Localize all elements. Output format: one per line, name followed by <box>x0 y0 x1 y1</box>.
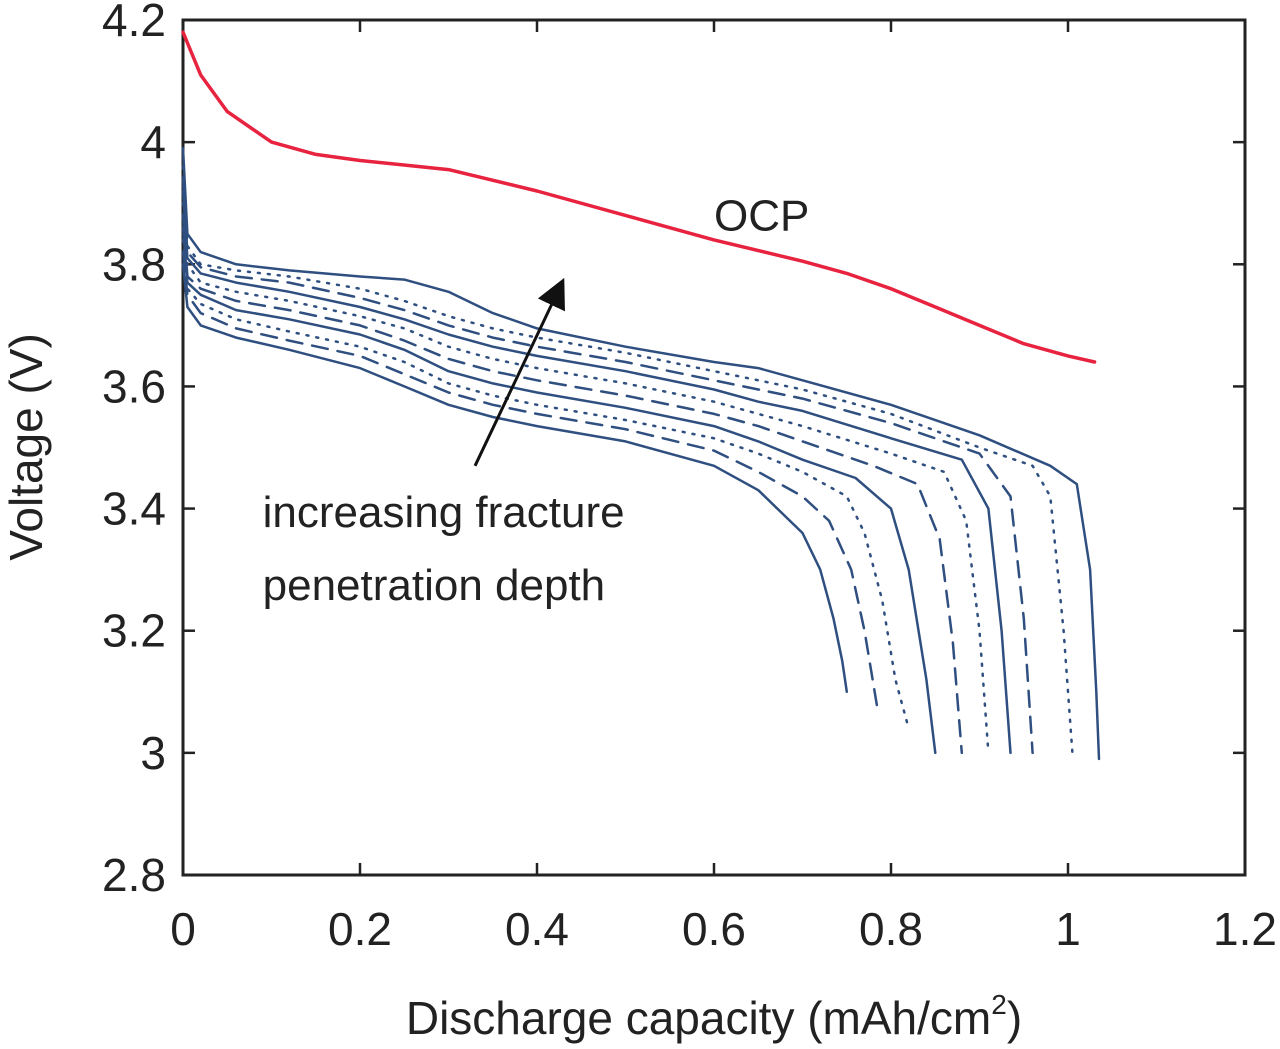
x-tick-labels: 0 0.2 0.4 0.6 0.8 1 1.2 <box>170 903 1277 955</box>
y-axis-label: Voltage (V) <box>0 333 52 561</box>
annotation-arrow <box>473 277 565 467</box>
series-line-discharge-1 <box>181 263 849 694</box>
axis-ticks <box>181 18 1247 877</box>
y-tick-label: 3.4 <box>102 483 166 535</box>
series-layer <box>181 30 1101 761</box>
series-line-discharge-4 <box>181 226 937 755</box>
series-line-discharge-6 <box>181 201 990 755</box>
y-tick-label: 3 <box>140 727 166 779</box>
annotation-text-0: OCP <box>714 192 809 241</box>
series-line-discharge-7 <box>181 189 1012 755</box>
y-tick-label: 4 <box>140 116 166 168</box>
series-line-discharge-3 <box>181 238 910 730</box>
x-tick-label: 1.2 <box>1213 903 1277 955</box>
y-tick-label: 2.8 <box>102 849 166 901</box>
x-tick-label: 1 <box>1055 903 1081 955</box>
x-tick-label: 0.4 <box>505 903 569 955</box>
x-tick-label: 0.2 <box>328 903 392 955</box>
x-tick-label: 0.8 <box>859 903 923 955</box>
series-line-discharge-2 <box>181 250 879 712</box>
annotation-text-1: increasing fracture <box>263 488 625 537</box>
y-tick-label: 3.2 <box>102 605 166 657</box>
annotations: OCP increasing fracture penetration depth <box>263 192 810 610</box>
series-line-ocp <box>181 30 1097 364</box>
series-line-discharge-9 <box>181 165 1074 755</box>
y-tick-label: 3.8 <box>102 238 166 290</box>
plot-area <box>181 18 1247 877</box>
x-tick-label: 0.6 <box>682 903 746 955</box>
x-axis-label: Discharge capacity (mAh/cm2) <box>406 989 1022 1044</box>
series-line-discharge-10 <box>181 146 1101 761</box>
series-line-discharge-8 <box>181 177 1034 755</box>
annotation-text-2: penetration depth <box>263 561 606 610</box>
x-tick-label: 0 <box>170 903 196 955</box>
y-tick-label: 3.6 <box>102 360 166 412</box>
y-tick-label: 4.2 <box>102 0 166 46</box>
y-tick-labels: 2.8 3 3.2 3.4 3.6 3.8 4 4.2 <box>102 0 166 901</box>
series-line-discharge-5 <box>181 214 964 755</box>
